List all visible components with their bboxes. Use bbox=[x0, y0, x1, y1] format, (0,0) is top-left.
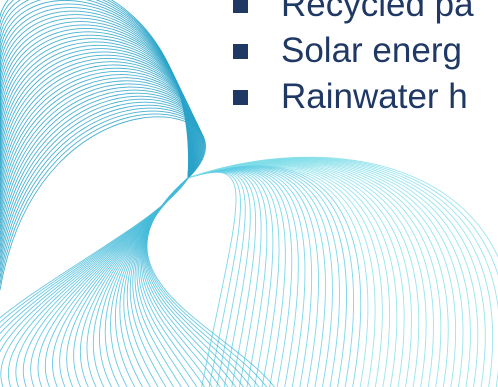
bullet-text: Rainwater h bbox=[281, 77, 468, 116]
bullet-list: Recycled pa Solar energ Rainwater h bbox=[233, 0, 474, 120]
bullet-item-rainwater: Rainwater h bbox=[233, 74, 474, 120]
bullet-item-recycled: Recycled pa bbox=[233, 0, 474, 28]
bullet-text: Recycled pa bbox=[281, 0, 474, 24]
square-bullet-icon bbox=[233, 90, 248, 105]
bullet-text: Solar energ bbox=[281, 31, 462, 70]
bullet-item-solar: Solar energ bbox=[233, 28, 474, 74]
square-bullet-icon bbox=[233, 44, 248, 59]
square-bullet-icon bbox=[233, 0, 248, 13]
